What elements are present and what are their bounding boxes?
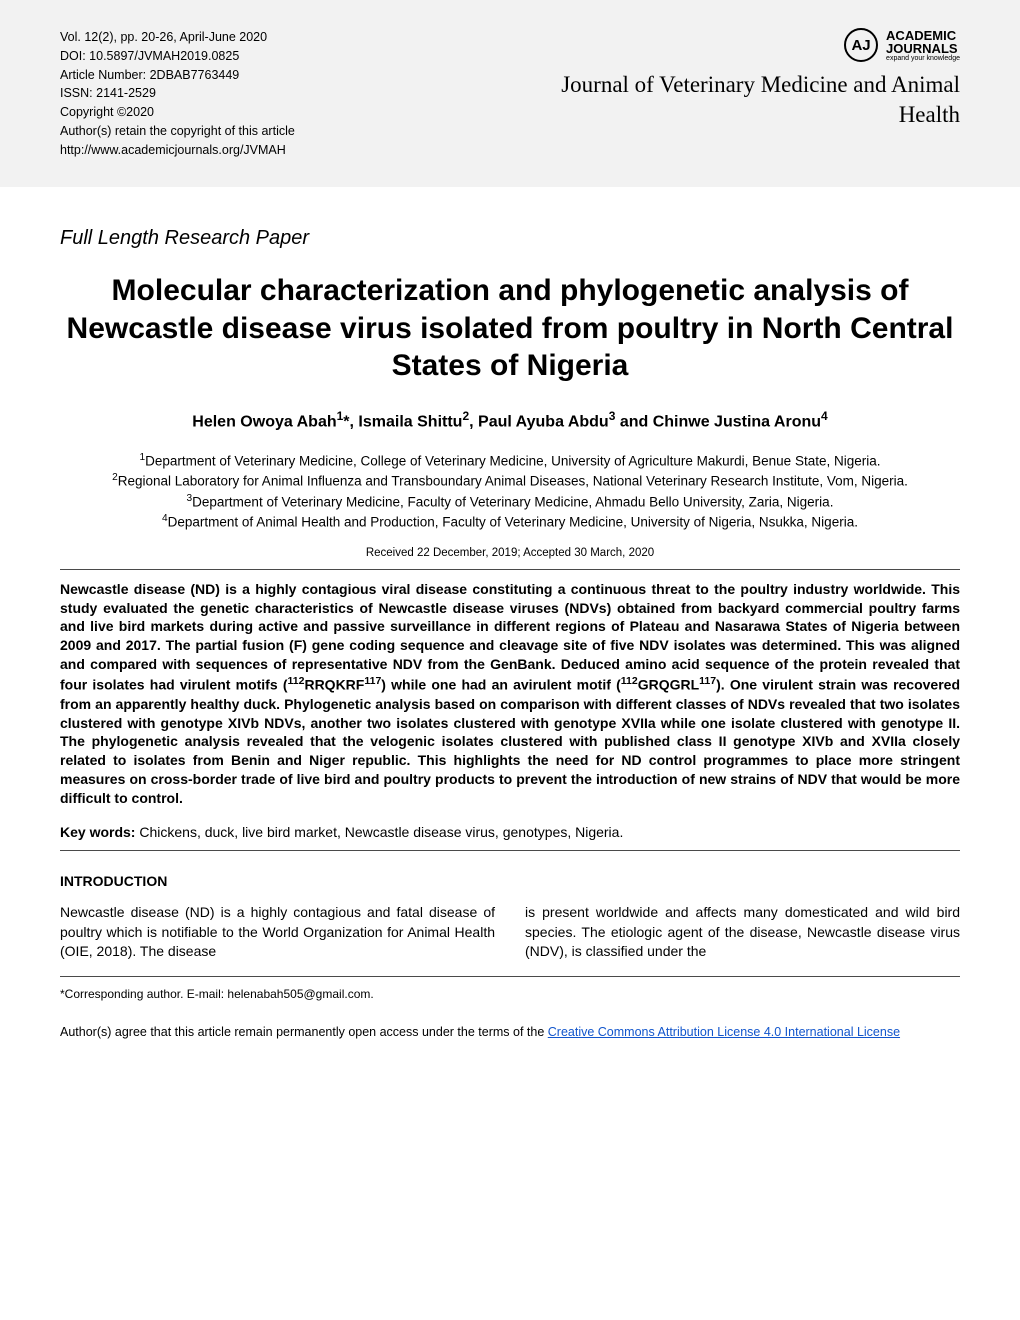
license-pre: Author(s) agree that this article remain… — [60, 1025, 548, 1039]
logo-line2: JOURNALS — [886, 42, 960, 55]
rule-bottom — [60, 850, 960, 851]
affiliation-2: 2Regional Laboratory for Animal Influenz… — [60, 471, 960, 491]
journal-name-l2: Health — [899, 102, 960, 127]
logo-tagline: expand your knowledge — [886, 55, 960, 62]
keywords-text: Chickens, duck, live bird market, Newcas… — [135, 824, 623, 840]
intro-heading: INTRODUCTION — [60, 873, 960, 889]
affiliation-4: 4Department of Animal Health and Product… — [60, 512, 960, 532]
content-area: Full Length Research Paper Molecular cha… — [0, 187, 1020, 1061]
affiliations: 1Department of Veterinary Medicine, Coll… — [60, 451, 960, 533]
intro-columns: Newcastle disease (ND) is a highly conta… — [60, 903, 960, 962]
issn-line: ISSN: 2141-2529 — [60, 84, 500, 103]
rights-line: Author(s) retain the copyright of this a… — [60, 122, 500, 141]
keywords: Key words: Chickens, duck, live bird mar… — [60, 824, 960, 840]
volume-line: Vol. 12(2), pp. 20-26, April-June 2020 — [60, 28, 500, 47]
affiliation-1: 1Department of Veterinary Medicine, Coll… — [60, 451, 960, 471]
authors: Helen Owoya Abah1*, Ismaila Shittu2, Pau… — [60, 409, 960, 431]
dates: Received 22 December, 2019; Accepted 30 … — [60, 547, 960, 559]
header-band: Vol. 12(2), pp. 20-26, April-June 2020 D… — [0, 0, 1020, 187]
license-link[interactable]: Creative Commons Attribution License 4.0… — [548, 1025, 900, 1039]
footer-rule — [60, 976, 960, 977]
license-statement: Author(s) agree that this article remain… — [60, 1023, 960, 1042]
rule-top — [60, 569, 960, 570]
publisher-logo: AJ ACADEMIC JOURNALS expand your knowled… — [520, 28, 960, 62]
journal-url: http://www.academicjournals.org/JVMAH — [60, 141, 500, 160]
logo-text: ACADEMIC JOURNALS expand your knowledge — [886, 29, 960, 62]
intro-col1: Newcastle disease (ND) is a highly conta… — [60, 903, 495, 962]
keywords-label: Key words: — [60, 824, 135, 840]
paper-title: Molecular characterization and phylogene… — [60, 272, 960, 385]
article-meta: Vol. 12(2), pp. 20-26, April-June 2020 D… — [60, 28, 500, 159]
article-number-line: Article Number: 2DBAB7763449 — [60, 66, 500, 85]
journal-name: Journal of Veterinary Medicine and Anima… — [520, 70, 960, 130]
paper-type: Full Length Research Paper — [60, 227, 960, 250]
copyright-line: Copyright ©2020 — [60, 103, 500, 122]
intro-col2: is present worldwide and affects many do… — [525, 903, 960, 962]
publisher-block: AJ ACADEMIC JOURNALS expand your knowled… — [520, 28, 960, 159]
affiliation-3: 3Department of Veterinary Medicine, Facu… — [60, 492, 960, 512]
journal-name-l1: Journal of Veterinary Medicine and Anima… — [561, 72, 960, 97]
abstract: Newcastle disease (ND) is a highly conta… — [60, 580, 960, 808]
logo-line1: ACADEMIC — [886, 29, 960, 42]
corresponding-author: *Corresponding author. E-mail: helenabah… — [60, 987, 960, 1001]
doi-line: DOI: 10.5897/JVMAH2019.0825 — [60, 47, 500, 66]
logo-circle-icon: AJ — [844, 28, 878, 62]
